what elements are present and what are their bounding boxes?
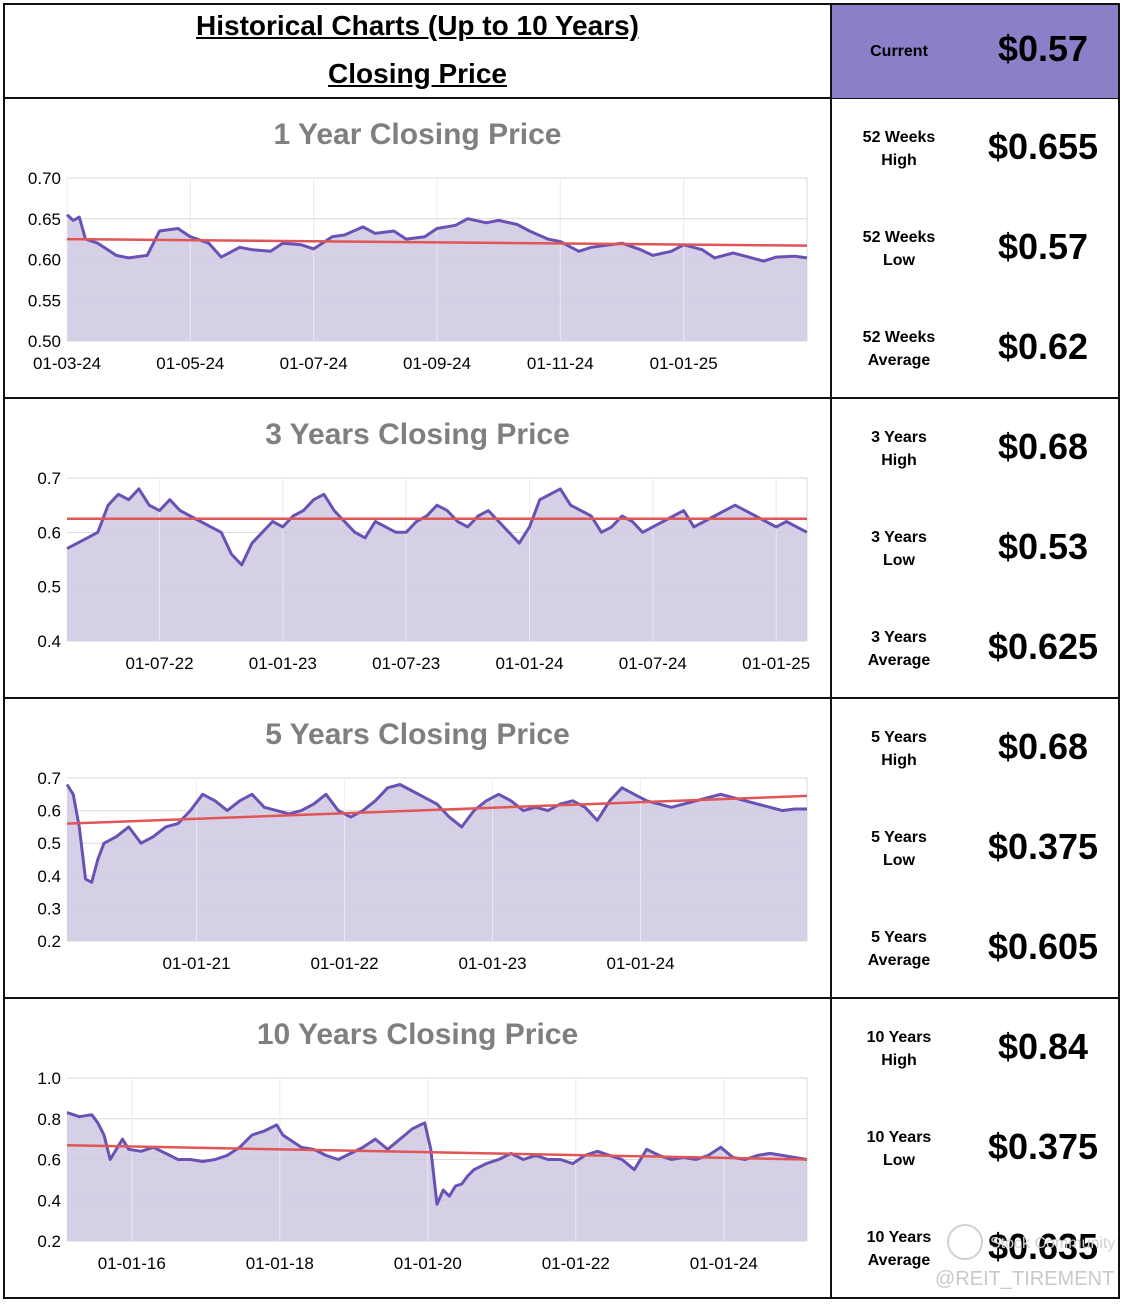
stat-label: 5 Years Low: [871, 829, 927, 869]
y-tick-label: 0.65: [28, 210, 61, 229]
stat-value: $0.62: [997, 326, 1089, 367]
y-tick-label: 1.0: [37, 1069, 61, 1088]
y-tick-label: 0.3: [37, 899, 61, 918]
stat-value: $0.635: [987, 1226, 1099, 1267]
page-subtitle: Closing Price: [328, 58, 507, 89]
current-value: $0.57: [997, 28, 1089, 69]
stat-label: 10 Years Low: [866, 1129, 932, 1169]
table-frame: [3, 3, 1120, 1299]
stat-value: $0.57: [997, 226, 1089, 267]
stat-value: $0.68: [997, 426, 1089, 467]
chart-title: 3 Years Closing Price: [265, 418, 570, 451]
price-line: [66, 1111, 808, 1206]
y-tick-label: 0.7: [37, 469, 61, 488]
chart-0: 0.70 0.65 0.60 0.55 0.50 01-03-24 01-05-24 01-0…: [28, 169, 808, 373]
y-tick-label: 0.5: [37, 578, 61, 597]
row-divider: [3, 397, 1120, 399]
current-price-cell: [832, 5, 1118, 98]
price-area: [67, 1112, 807, 1241]
x-tick-label: 01-01-16: [98, 1254, 166, 1273]
column-divider: [830, 3, 832, 1299]
row-divider: [3, 97, 1120, 99]
x-tick-label: 01-07-23: [372, 654, 440, 673]
price-area: [67, 488, 807, 641]
current-label: Current: [870, 43, 928, 60]
y-tick-label: 0.4: [37, 632, 61, 651]
y-tick-label: 0.2: [37, 932, 61, 951]
stat-value: $0.605: [987, 926, 1099, 967]
price-line: [65, 213, 808, 263]
stat-value: $0.84: [997, 1026, 1089, 1067]
stat-value: $0.375: [987, 1126, 1099, 1167]
stat-label: 5 Years High: [871, 729, 927, 769]
price-line: [66, 487, 808, 567]
chart-title: 10 Years Closing Price: [256, 1018, 579, 1051]
chart-1: 0.7 0.6 0.5 0.4 01-07-22 01-01-23 01-07-23 01-0…: [37, 469, 810, 673]
trend-line: [66, 794, 808, 825]
y-tick-label: 0.5: [37, 834, 61, 853]
stat-label: 10 Years High: [866, 1029, 932, 1069]
stat-value: $0.68: [997, 726, 1089, 767]
chart-2: 0.7 0.6 0.5 0.4 0.3 0.2 01-01-21 01-01-22 01-01-…: [37, 769, 808, 973]
row-divider: [3, 997, 1120, 999]
x-tick-label: 01-03-24: [33, 354, 101, 373]
x-tick-label: 01-07-22: [125, 654, 193, 673]
x-tick-label: 01-01-25: [650, 354, 718, 373]
x-tick-label: 01-11-24: [527, 354, 594, 373]
stat-label: 52 Weeks Average: [862, 329, 936, 369]
y-tick-label: 0.7: [37, 769, 61, 788]
x-tick-label: 01-01-24: [606, 954, 674, 973]
x-tick-label: 01-09-24: [403, 354, 471, 373]
y-tick-label: 0.8: [37, 1110, 61, 1129]
watermark-brand: Stock Community: [990, 1235, 1116, 1252]
x-tick-label: 01-01-24: [495, 654, 563, 673]
stat-label: 52 Weeks Low: [862, 229, 936, 269]
stat-label: 10 Years Average: [866, 1229, 932, 1269]
y-tick-label: 0.6: [37, 523, 61, 542]
y-tick-label: 0.50: [28, 332, 61, 351]
stat-value: $0.655: [987, 126, 1099, 167]
trend-line: [66, 237, 808, 247]
stat-label: 3 Years Low: [871, 529, 927, 569]
stat-value: $0.625: [987, 626, 1099, 667]
x-tick-label: 01-01-18: [246, 1254, 314, 1273]
chart-title: 1 Year Closing Price: [273, 118, 562, 151]
x-tick-label: 01-01-24: [690, 1254, 758, 1273]
stat-label: 52 Weeks High: [862, 129, 936, 169]
row-divider: [3, 697, 1120, 699]
x-tick-label: 01-07-24: [619, 654, 687, 673]
y-tick-label: 0.55: [28, 291, 61, 310]
stat-label: 5 Years Average: [867, 929, 931, 969]
y-tick-label: 0.4: [37, 867, 61, 886]
price-area: [67, 784, 807, 941]
stat-value: $0.53: [997, 526, 1089, 567]
watermark-handle: @REIT_TIREMENT: [935, 1268, 1115, 1290]
x-tick-label: 01-01-21: [162, 954, 230, 973]
x-tick-label: 01-01-25: [742, 654, 810, 673]
y-tick-label: 0.60: [28, 251, 61, 270]
watermark-logo-icon: [947, 1224, 983, 1260]
y-tick-label: 0.6: [37, 802, 61, 821]
y-tick-label: 0.6: [37, 1151, 61, 1170]
stat-label: 3 Years Average: [867, 629, 931, 669]
x-tick-label: 01-01-22: [542, 1254, 610, 1273]
x-tick-label: 01-01-23: [249, 654, 317, 673]
trend-line: [66, 1143, 808, 1161]
x-tick-label: 01-01-23: [458, 954, 526, 973]
y-tick-label: 0.4: [37, 1191, 61, 1210]
stat-label: 3 Years High: [871, 429, 927, 469]
chart-3: 1.0 0.8 0.6 0.4 0.2 01-01-16 01-01-18 01-01-20 0…: [37, 1069, 808, 1273]
page-title: Historical Charts (Up to 10 Years): [196, 10, 639, 41]
x-tick-label: 01-05-24: [156, 354, 224, 373]
y-tick-label: 0.70: [28, 169, 61, 188]
x-tick-label: 01-01-22: [310, 954, 378, 973]
y-tick-label: 0.2: [37, 1232, 61, 1251]
x-tick-label: 01-07-24: [280, 354, 348, 373]
stat-value: $0.375: [987, 826, 1099, 867]
chart-title: 5 Years Closing Price: [265, 718, 570, 751]
x-tick-label: 01-01-20: [394, 1254, 462, 1273]
price-line: [65, 783, 807, 884]
